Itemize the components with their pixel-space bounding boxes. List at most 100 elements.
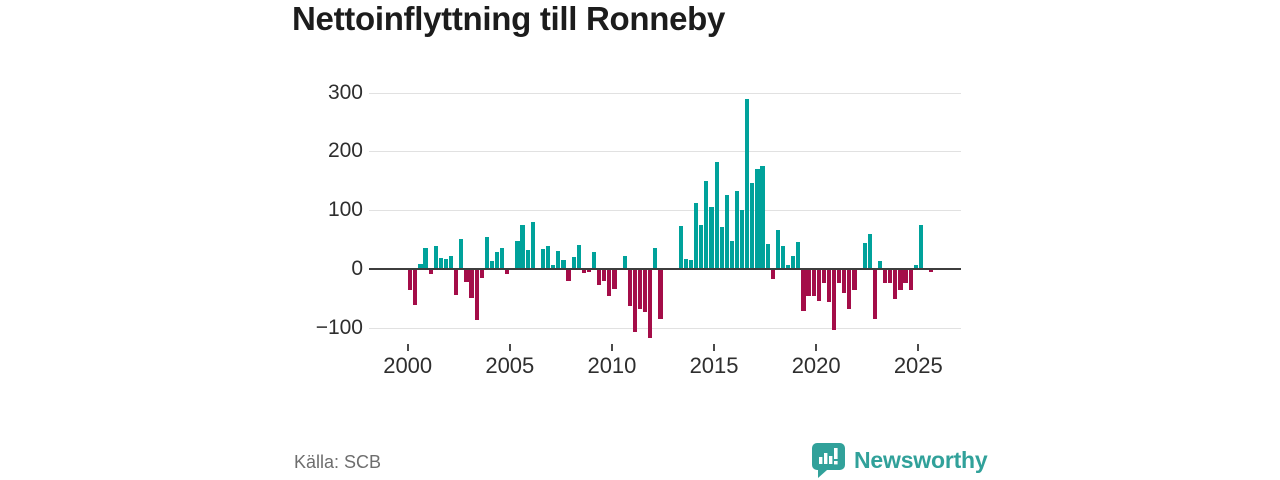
bar-positive [775,230,780,269]
x-tick [508,344,511,351]
y-tick-label: 300 [327,80,363,104]
gridline [369,151,961,153]
bar-negative [469,268,474,299]
bar-positive [913,264,918,269]
bar-positive [714,161,719,269]
bar-positive [867,234,872,269]
bar-positive [791,256,796,269]
bar-negative [627,268,632,307]
bar-positive [745,99,750,269]
bar-negative [898,268,903,290]
bar-positive [694,203,699,269]
bar-negative [479,268,484,279]
bar-positive [530,221,535,269]
bar-negative [464,268,469,283]
bar-positive [734,191,740,269]
bar-positive [561,259,566,269]
bar-negative [607,268,612,296]
bar-positive [704,181,709,269]
bar-positive [688,259,694,269]
bar-negative [816,268,821,302]
bar-negative [408,268,413,290]
bar-positive [796,241,801,269]
bar-positive [546,246,551,269]
bar-positive [571,257,576,269]
bar-positive [862,242,867,269]
bar-positive [622,256,627,269]
bar-negative [801,268,806,311]
gridline [369,327,961,329]
bar-negative [893,268,898,300]
bar-negative [597,268,602,286]
bar-positive [699,225,704,269]
bar-negative [888,268,893,284]
gridline [369,210,961,212]
bar-negative [811,268,816,297]
bar-positive [525,250,530,269]
bar-negative [454,268,459,296]
bar-negative [821,268,826,284]
bar-positive [678,225,683,269]
bar-positive [918,224,923,269]
bar-negative [586,268,592,272]
x-tick [917,344,920,351]
bar-positive [653,248,658,269]
bar-positive [780,245,786,269]
bar-positive [877,261,883,269]
bar-positive [765,243,770,269]
bar-negative [852,268,857,290]
zero-axis-line [369,267,961,270]
x-tick-label: 2005 [485,353,535,378]
bar-positive [449,256,454,269]
x-tick [815,344,818,351]
bar-positive [423,248,428,269]
x-tick [713,344,716,351]
bar-positive [551,264,556,269]
bar-positive [489,261,495,269]
bar-negative [637,268,643,309]
y-tick-label: −100 [315,315,363,339]
bar-positive [729,240,735,269]
chart-title: Nettoinflyttning till Ronneby [292,0,726,37]
bar-positive [683,259,689,269]
y-tick-label: 0 [351,256,363,280]
bar-positive [520,224,525,269]
bar-positive [443,258,449,269]
x-tick-label: 2010 [587,353,637,378]
bar-positive [760,165,765,269]
bar-negative [648,268,653,338]
bar-negative [474,268,479,320]
bar-positive [515,240,520,269]
bar-negative [826,268,832,303]
bar-negative [602,268,607,282]
bar-negative [903,268,908,284]
bar-positive [576,245,581,269]
bar-negative [566,268,571,282]
bar-positive [709,206,714,269]
source-note: Källa: SCB [294,452,382,472]
bar-negative [847,268,852,310]
bar-negative [428,268,433,275]
bar-negative [831,268,837,331]
bar-positive [500,248,505,269]
y-tick-label: 100 [327,198,363,222]
bar-negative [632,268,637,333]
bar-negative [413,268,418,306]
newsworthy-logo-icon [812,443,845,478]
bar-negative [581,268,586,273]
bar-positive [433,246,438,269]
y-tick-label: 200 [327,139,363,163]
bar-positive [418,263,423,269]
bar-negative [770,268,775,280]
bar-negative [612,268,617,290]
bar-positive [540,248,546,269]
bar-positive [438,257,443,269]
bar-negative [883,268,888,283]
bar-positive [719,227,724,269]
bar-positive [740,210,745,269]
bar-positive [750,183,755,269]
bar-negative [658,268,663,319]
bar-negative [806,268,811,297]
bar-negative [872,268,877,320]
